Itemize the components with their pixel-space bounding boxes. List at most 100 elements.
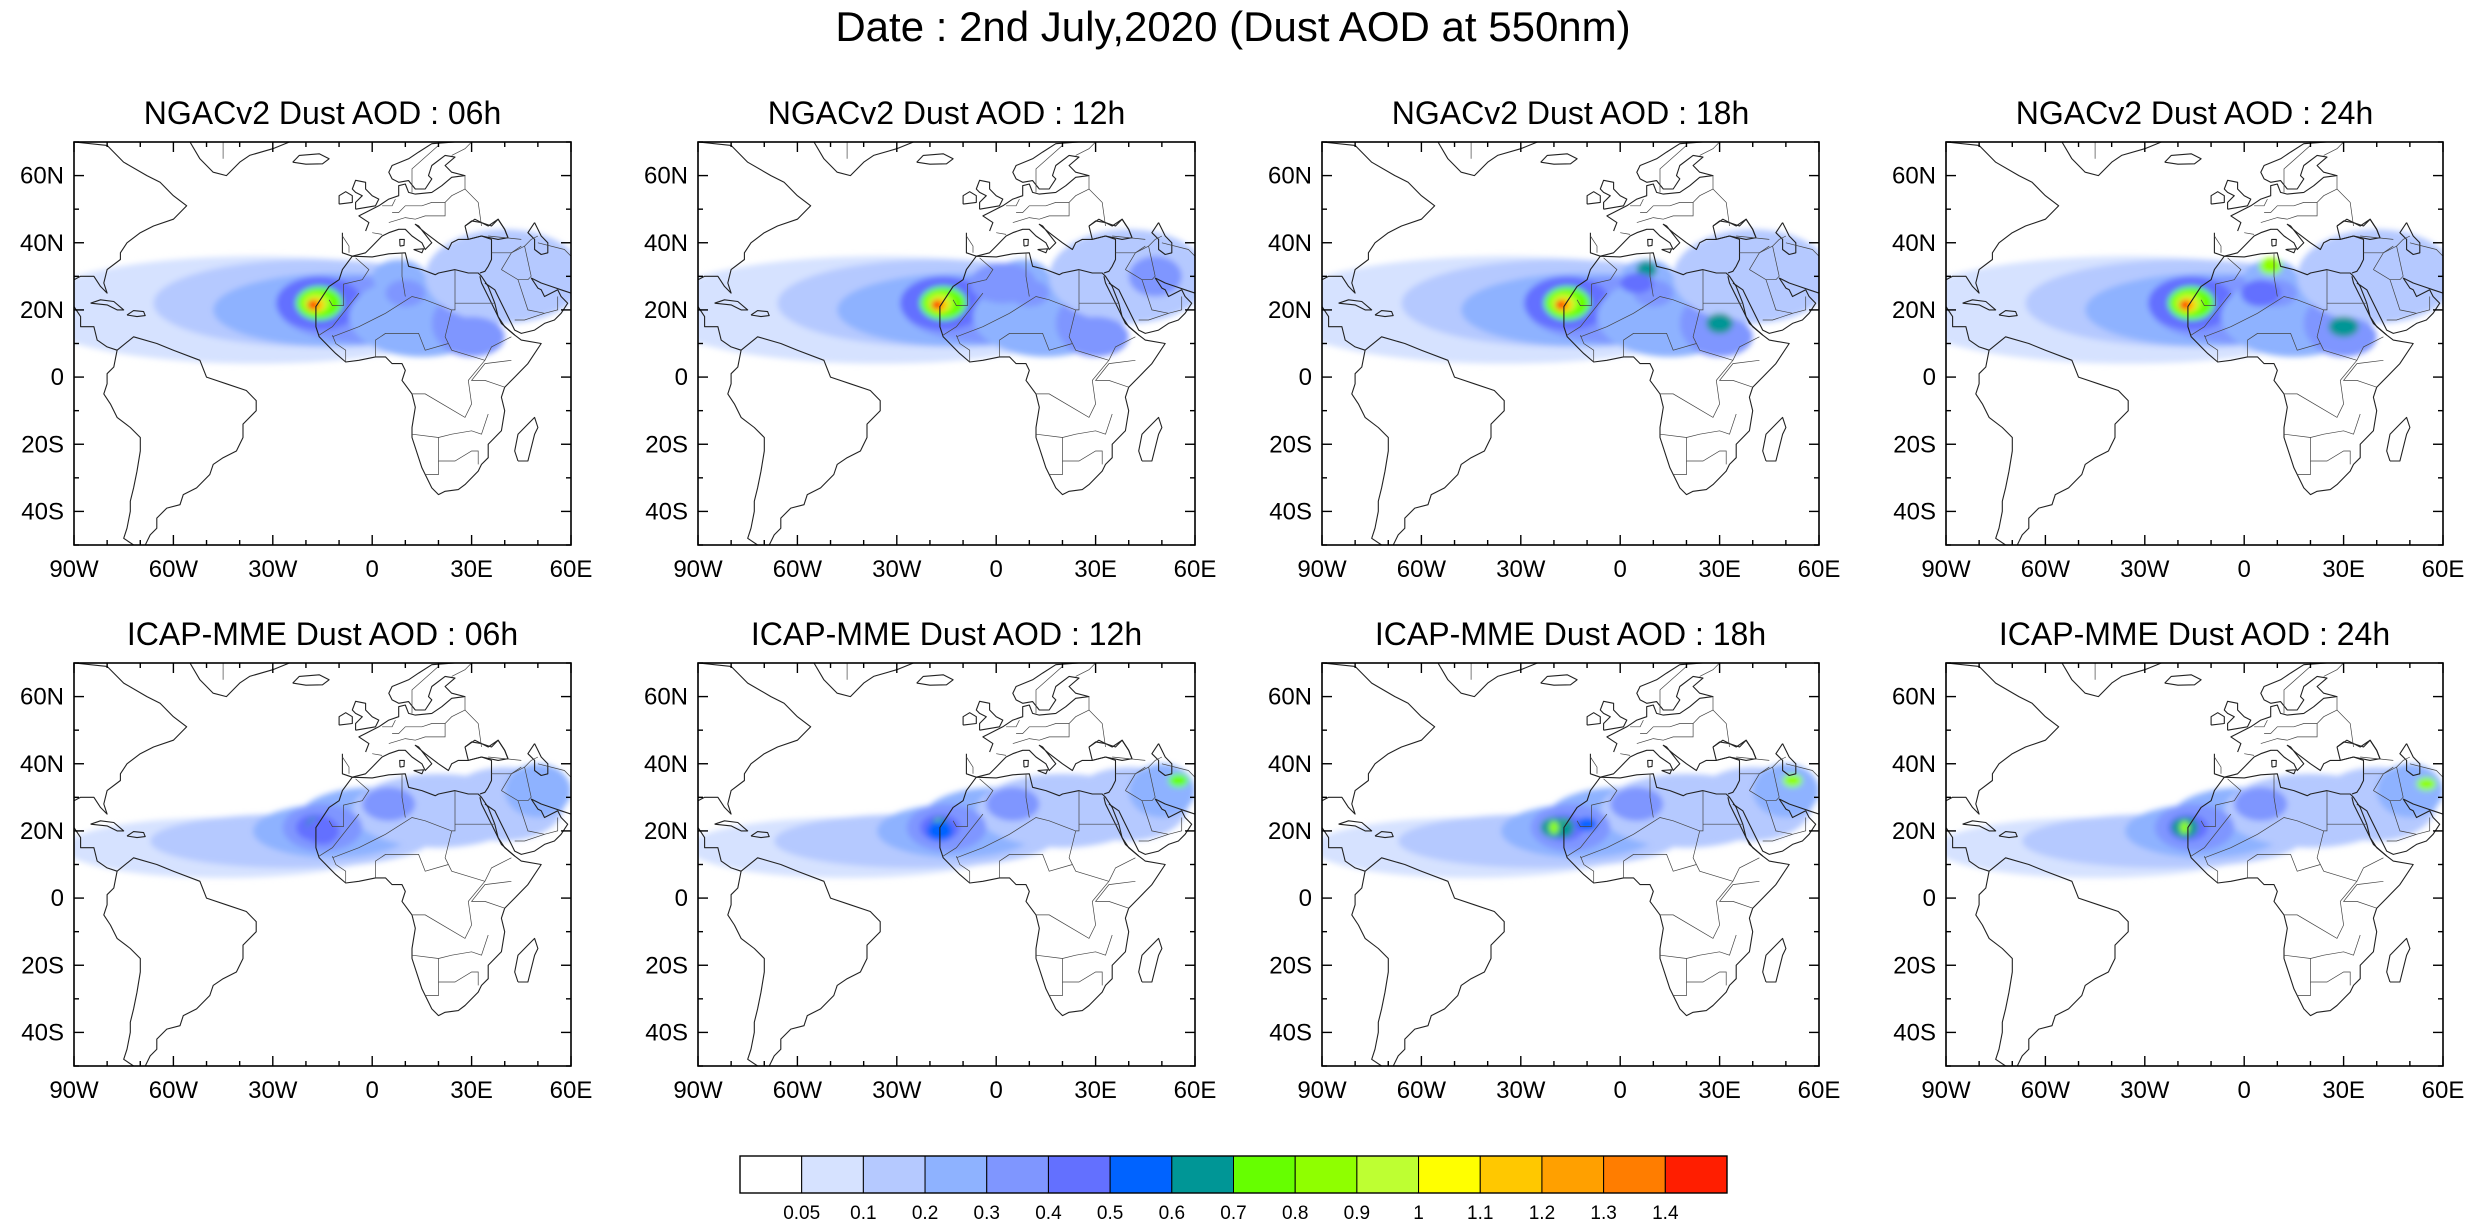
country-border (1659, 413, 1737, 438)
colorbar-label: 0.6 (1159, 1203, 1185, 1222)
lon-tick-label: 90W (1297, 556, 1347, 583)
map-panels: NGACv2 Dust AOD : 06h 90W 60W 30W 0 30E 60E 60N… (20, 95, 2464, 1104)
coastline (1023, 759, 1029, 768)
colorbar-label: 1.3 (1590, 1203, 1616, 1222)
coastline (74, 663, 188, 815)
coastline (975, 700, 1004, 731)
country-border (1762, 312, 1793, 321)
lon-tick-label: 60E (1798, 1077, 1841, 1104)
colorbar-swatch (1664, 1155, 1728, 1194)
lon-tick-label: 30E (1074, 1077, 1117, 1104)
coastline (1540, 153, 1578, 165)
coastline (2356, 798, 2441, 855)
coastline (1037, 248, 1049, 254)
country-border (343, 778, 370, 806)
country-border (1660, 881, 1734, 939)
lat-tick-label: 20N (1268, 297, 1312, 324)
country-border (1732, 336, 1760, 361)
lon-tick-label: 90W (1921, 1077, 1971, 1104)
coastline (1661, 248, 1673, 254)
coastline (292, 153, 330, 165)
coastline (1778, 798, 1819, 815)
coastline (2386, 937, 2411, 983)
country-border (1035, 145, 1063, 193)
panel-title: ICAP-MME Dust AOD : 18h (1375, 616, 1766, 652)
coastlines (1946, 663, 2443, 1066)
country-border (1068, 830, 1110, 882)
country-border (1591, 257, 1618, 285)
lon-tick-label: 30E (2322, 1077, 2365, 1104)
coastline (727, 336, 881, 545)
coastline (90, 299, 125, 311)
coastline (484, 798, 569, 855)
coastline (1322, 827, 1366, 872)
coastline (2336, 218, 2381, 238)
dust-plume (1782, 773, 1803, 788)
coastline (527, 743, 549, 777)
country-border (412, 881, 486, 939)
country-border (2254, 198, 2268, 207)
country-border (501, 790, 532, 802)
country-border (2283, 413, 2361, 438)
country-border (2247, 854, 2321, 878)
lon-tick-label: 30E (2322, 556, 2365, 583)
coastline (1037, 769, 1049, 775)
dust-plume (1610, 787, 1664, 821)
country-border (1620, 232, 1631, 235)
country-border (1012, 188, 1106, 227)
country-border (514, 312, 545, 321)
country-border (343, 257, 370, 285)
country-border (1673, 982, 1687, 996)
lon-tick-label: 90W (673, 556, 723, 583)
country-border (956, 817, 1076, 859)
lat-tick-label: 40N (1892, 751, 1936, 778)
coastline (2061, 142, 2162, 177)
country-border (1075, 269, 1080, 311)
dust-plume (986, 787, 1040, 821)
colorbar-label: 1.1 (1467, 1203, 1493, 1222)
country-border (1659, 934, 1737, 959)
colorbar-swatch (1233, 1155, 1296, 1194)
map-area (698, 663, 1195, 1066)
country-border (2356, 336, 2384, 361)
colorbar-swatch (801, 1155, 864, 1194)
country-border (375, 333, 449, 357)
coastline (2210, 712, 2225, 726)
coastline (2187, 773, 2414, 1017)
lat-tick-label: 20S (1893, 952, 1936, 979)
coastline (514, 937, 539, 983)
lon-tick-label: 60E (1798, 556, 1841, 583)
lat-tick-label: 40S (21, 498, 64, 525)
lon-tick-label: 30E (450, 1077, 493, 1104)
coastline (126, 310, 146, 318)
country-border (1025, 773, 1030, 818)
country-border (484, 336, 512, 361)
country-border (999, 854, 1073, 878)
map-area (1322, 663, 1819, 1066)
country-border (1785, 763, 1819, 778)
coastline (1586, 712, 1601, 726)
country-border (1012, 709, 1106, 748)
country-border (438, 958, 479, 986)
coastline (514, 416, 539, 462)
coastline (1599, 179, 1628, 210)
coastline (1975, 857, 2129, 1066)
lat-tick-label: 0 (1923, 364, 1936, 391)
dust-plume (305, 817, 340, 845)
country-border (1739, 245, 1770, 254)
country-border (1636, 709, 1730, 748)
country-border (1686, 437, 1727, 465)
lat-tick-label: 0 (1299, 364, 1312, 391)
lat-tick-label: 20N (1892, 297, 1936, 324)
country-border (1590, 756, 1598, 774)
coastline (1351, 857, 1505, 1066)
axis-ticks (73, 662, 572, 1067)
lat-tick-label: 40S (1893, 498, 1936, 525)
lon-tick-label: 60W (2021, 1077, 2071, 1104)
coastline (1712, 218, 1757, 238)
country-border (2323, 142, 2344, 156)
dust-plume (385, 279, 426, 307)
country-border (332, 817, 452, 859)
dust-plume (362, 787, 416, 821)
coastline (189, 663, 290, 698)
